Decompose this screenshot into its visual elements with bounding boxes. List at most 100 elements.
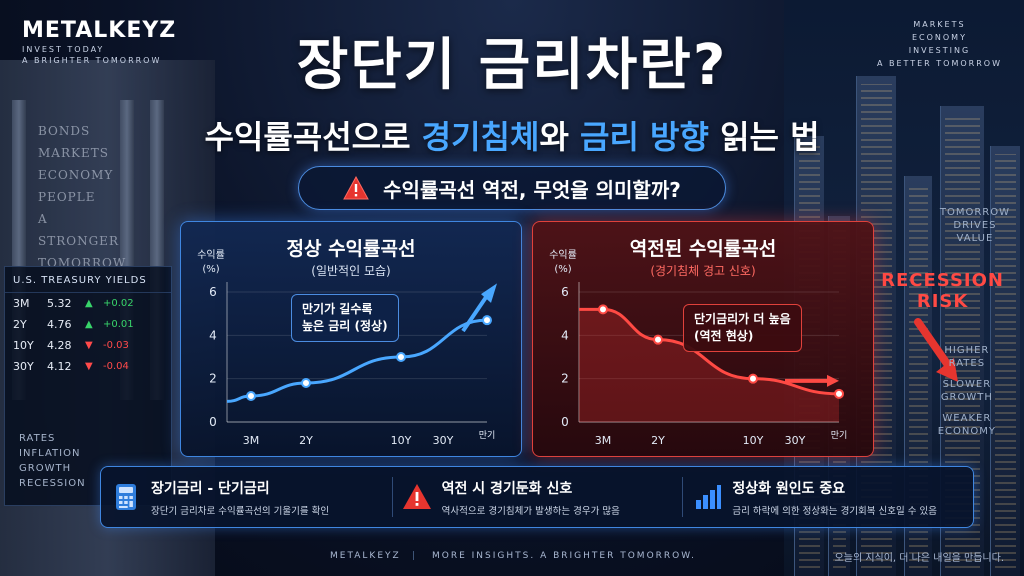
risk-line: RISK <box>916 291 969 312</box>
word: VALUE <box>956 233 994 244</box>
info-item-normalization: 정상화 원인도 중요 금리 하락에 의한 정상화는 경기회복 신호일 수 있음 <box>682 467 973 527</box>
yield-rate: 4.12 <box>47 360 72 373</box>
x-axis-label: 만기 <box>479 430 496 441</box>
brand-tagline: INVEST TODAY <box>22 45 105 54</box>
data-point <box>396 352 406 362</box>
x-tick-label: 10Y <box>743 434 764 447</box>
y-axis-label: 수익률 <box>549 249 577 261</box>
word: HIGHER <box>944 345 990 356</box>
word: A BETTER TOMORROW <box>876 59 1002 68</box>
y-axis-unit: (%) <box>202 264 219 275</box>
question-text: 수익률곡선 역전, 무엇을 의미할까? <box>383 177 681 202</box>
up-trend-arrowhead <box>481 283 497 303</box>
skyscraper <box>990 146 1020 576</box>
calculator-icon <box>116 484 136 510</box>
brand-logo: METALKEYZ <box>22 18 177 43</box>
subtitle-highlight: 경기침체 <box>421 118 540 156</box>
subtitle-highlight: 금리 방향 <box>580 118 709 156</box>
down-trend-arrowhead <box>827 374 839 387</box>
x-tick-label: 2Y <box>651 434 665 447</box>
yield-term: 2Y <box>13 318 27 331</box>
x-tick-label: 3M <box>595 434 612 447</box>
data-point <box>301 378 311 388</box>
word: SLOWER <box>942 379 992 390</box>
y-tick-label: 4 <box>561 328 569 342</box>
y-tick-label: 0 <box>561 415 569 429</box>
warning-icon <box>402 484 431 509</box>
yield-rate: 5.32 <box>47 297 72 310</box>
bar-chart-icon <box>696 485 722 509</box>
x-tick-label: 30Y <box>785 434 806 447</box>
word: TOMORROW <box>939 207 1010 218</box>
brand-tagline: A BRIGHTER TOMORROW <box>22 56 162 65</box>
engraving-line: MARKETS <box>38 146 109 160</box>
board-word: RATES <box>19 433 56 444</box>
board-words: RATES INFLATION GROWTH RECESSION <box>19 431 86 491</box>
normal-yield-curve-panel: 0 2 4 6 수익률 (%) 3M 2Y 10Y 30Y 만기 정상 수익률곡선 (일반적인 모습… <box>180 221 522 457</box>
engraving-line: ECONOMY <box>38 168 114 182</box>
footer: METALKEYZ | MORE INSIGHTS. A BRIGHTER TO… <box>0 544 1024 568</box>
callout-box: 만기가 길수록 높은 금리 (정상) <box>291 294 399 342</box>
word: MARKETS <box>913 20 966 29</box>
word: INVESTING <box>908 46 971 55</box>
footer-tagline: MORE INSIGHTS. A BRIGHTER TOMORROW. <box>432 551 696 561</box>
y-axis-label: 수익률 <box>197 249 225 261</box>
info-bar: 장기금리 - 단기금리 장단기 금리차로 수익률곡선의 기울기를 확인 역전 시… <box>100 466 974 528</box>
x-tick-label: 10Y <box>391 434 412 447</box>
footer-korean-tagline: 오늘의 지식이, 더 나은 내일을 만듭니다. <box>834 552 1004 564</box>
yield-term: 3M <box>13 297 30 310</box>
y-tick-label: 2 <box>209 372 217 386</box>
data-point <box>653 334 663 345</box>
yield-rate: 4.76 <box>47 318 72 331</box>
callout-line: (역전 현상) <box>694 329 754 343</box>
callout-line: 단기금리가 더 높음 <box>694 312 791 326</box>
brand-block: METALKEYZ INVEST TODAY A BRIGHTER TOMORR… <box>22 18 176 65</box>
yield-term: 30Y <box>13 360 34 373</box>
engraving-line: BONDS <box>38 124 91 138</box>
word: ECONOMY <box>937 426 996 437</box>
board-word: GROWTH <box>19 463 72 474</box>
y-tick-label: 6 <box>209 285 217 299</box>
up-arrow-icon: ▲ <box>85 319 93 330</box>
board-word: INFLATION <box>19 448 81 459</box>
info-desc: 역사적으로 경기침체가 발생하는 경우가 많음 <box>441 505 620 517</box>
footer-separator: | <box>412 551 418 561</box>
yield-change: +0.01 <box>103 319 134 330</box>
engraving-line: A STRONGER <box>38 212 119 248</box>
info-desc: 금리 하락에 의한 정상화는 경기회복 신호일 수 있음 <box>732 505 938 517</box>
risk-line: RECESSION <box>881 270 1004 291</box>
subtitle-text: 읽는 법 <box>708 118 820 156</box>
top-right-words: MARKETS ECONOMY INVESTING A BETTER TOMOR… <box>877 18 1002 70</box>
yield-term: 10Y <box>13 339 34 352</box>
data-point <box>748 373 758 384</box>
word: DRIVES <box>953 220 997 231</box>
normal-yield-curve-chart: 0 2 4 6 수익률 (%) 3M 2Y 10Y 30Y 만기 <box>197 249 497 447</box>
x-tick-label: 3M <box>243 434 260 447</box>
yield-change: -0.03 <box>103 340 129 351</box>
x-axis-label: 만기 <box>831 430 848 441</box>
yield-row: 3M 5.32 ▲ +0.02 <box>5 293 171 314</box>
subtitle-text: 와 <box>539 118 581 156</box>
word: GROWTH <box>940 392 993 403</box>
question-banner: 수익률곡선 역전, 무엇을 의미할까? <box>298 166 726 210</box>
y-tick-label: 6 <box>561 285 569 299</box>
footer-brand: METALKEYZ <box>330 551 401 561</box>
data-point <box>246 391 256 401</box>
yield-row: 10Y 4.28 ▼ -0.03 <box>5 335 171 356</box>
inverted-yield-curve-panel: 0 2 4 6 수익률 (%) 3M 2Y 10Y 30Y 만기 역전된 수익률곡선 (경기침체 경… <box>532 221 874 457</box>
info-heading: 장기금리 - 단기금리 <box>151 480 270 497</box>
yield-change: -0.04 <box>103 361 129 372</box>
callout-box: 단기금리가 더 높음 (역전 현상) <box>683 304 802 352</box>
info-heading: 정상화 원인도 중요 <box>732 480 846 497</box>
word: WEAKER <box>942 413 992 424</box>
panel-title: 역전된 수익률곡선 <box>629 238 777 260</box>
down-arrow-icon: ▼ <box>85 340 93 351</box>
panel-title: 정상 수익률곡선 <box>286 238 416 260</box>
data-point <box>598 304 608 315</box>
page-title: 장단기 금리차란? <box>296 33 728 98</box>
data-point <box>834 388 844 399</box>
right-bottom-words: HIGHER RATES SLOWER GROWTH WEAKER ECONOM… <box>938 344 996 438</box>
board-header: U.S. TREASURY YIELDS <box>5 267 171 293</box>
x-tick-label: 2Y <box>299 434 313 447</box>
page-subtitle: 수익률곡선으로 경기침체와 금리 방향 읽는 법 <box>0 112 1024 158</box>
